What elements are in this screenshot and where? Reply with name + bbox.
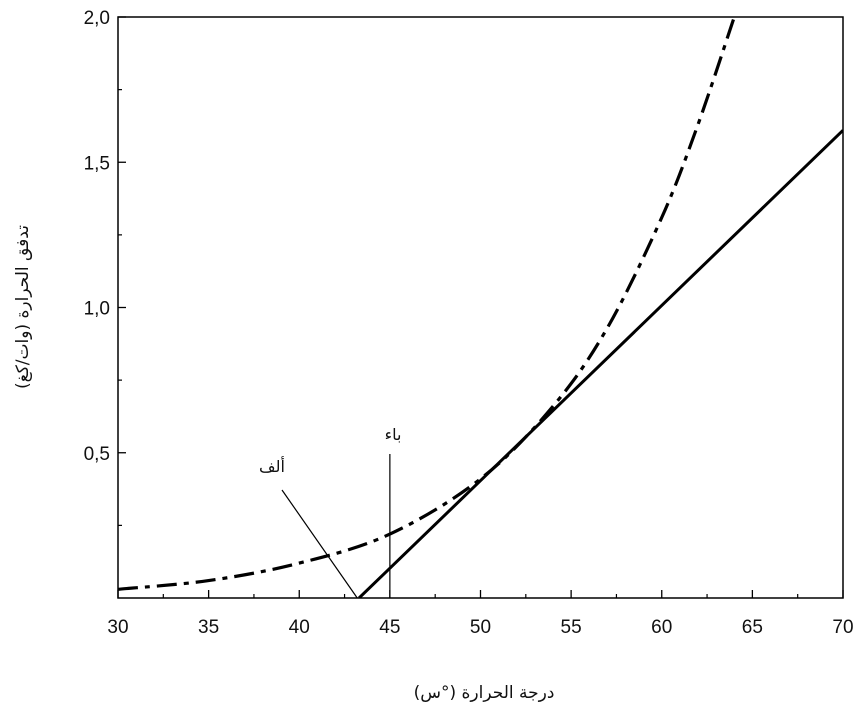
- series-line-dash-dot: [118, 17, 736, 591]
- x-tick-label: 55: [561, 617, 582, 638]
- y-tick-label: 0,5: [84, 444, 110, 465]
- x-tick-label: 50: [470, 617, 491, 638]
- y-tick-label: 2,0: [84, 8, 110, 29]
- annotation-ba-label: باء: [385, 425, 402, 444]
- y-axis-title: تدفق الحرارة (وات/كغ): [13, 225, 33, 389]
- x-tick-label: 60: [651, 617, 672, 638]
- annotation-alef-pointer: [281, 489, 358, 599]
- x-tick-label: 65: [742, 617, 763, 638]
- x-tick-label: 30: [107, 617, 128, 638]
- annotation-alef-label: ألف: [259, 456, 285, 476]
- plot-frame: [117, 16, 844, 599]
- y-tick-label: 1,5: [84, 153, 110, 174]
- x-tick-label: 70: [832, 617, 853, 638]
- x-tick-label: 45: [379, 617, 400, 638]
- y-tick-label: 1,0: [84, 299, 110, 320]
- x-tick-label: 35: [198, 617, 219, 638]
- x-tick-label: 40: [289, 617, 310, 638]
- series-line-solid: [358, 129, 843, 598]
- x-axis-title: درجة الحرارة (°س): [414, 683, 555, 703]
